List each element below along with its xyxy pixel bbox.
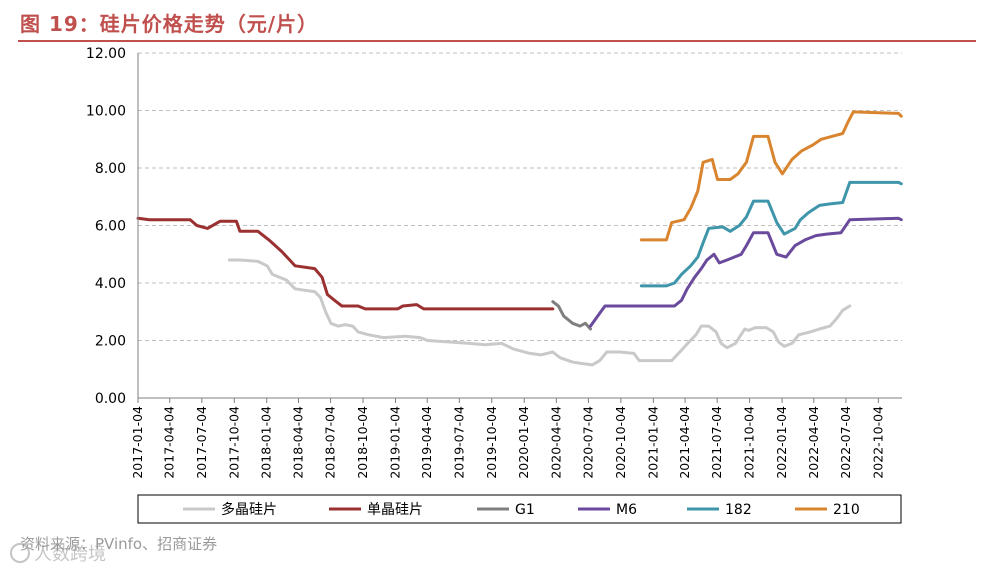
x-tick-label: 2020-04-04	[548, 406, 563, 479]
series-line-M6	[589, 216, 903, 328]
series-lines	[136, 110, 903, 367]
x-tick-label: 2018-04-04	[290, 406, 305, 479]
y-tick-label: 0.00	[95, 391, 126, 407]
legend-label: 多晶硅片	[221, 501, 277, 518]
source-note: 资料来源：PVinfo、招商证券	[20, 535, 218, 553]
x-tick-label: 2022-10-04	[870, 406, 885, 479]
legend-label: M6	[616, 502, 637, 518]
legend-box	[137, 494, 902, 524]
series-line-多晶硅片	[227, 258, 852, 367]
series-line-G1	[551, 300, 592, 331]
y-tick-label: 8.00	[95, 161, 126, 177]
x-tick-label: 2017-10-04	[226, 406, 241, 479]
title-divider	[18, 40, 976, 42]
y-axis-tick-labels: 0.00 2.00 4.00 6.00 8.00 10.00 12.00	[86, 46, 126, 407]
y-tick-label: 4.00	[95, 276, 126, 292]
x-tick-label: 2017-07-04	[194, 406, 209, 479]
y-tick-label: 10.00	[86, 104, 126, 120]
x-tick-label: 2020-07-04	[580, 406, 595, 479]
chat-bubble-icon	[10, 543, 30, 563]
series-line-单晶硅片	[136, 216, 555, 311]
x-tick-label: 2018-01-04	[259, 406, 274, 479]
x-tick-label: 2020-01-04	[516, 406, 531, 479]
watermark-text: 人数跨境	[34, 544, 106, 565]
x-tick-label: 2017-04-04	[162, 406, 177, 479]
legend-label: G1	[515, 502, 535, 518]
y-tick-label: 2.00	[95, 334, 126, 350]
axes	[137, 53, 902, 403]
legend-label: 182	[725, 502, 752, 518]
y-tick-label: 12.00	[86, 46, 126, 62]
x-tick-label: 2018-10-04	[355, 406, 370, 479]
x-tick-label: 2019-10-04	[484, 406, 499, 479]
x-tick-label: 2022-07-04	[838, 406, 853, 479]
legend-label: 单晶硅片	[367, 502, 423, 518]
series-line-182	[639, 180, 903, 288]
x-tick-label: 2020-10-04	[613, 406, 628, 479]
x-tick-label: 2022-04-04	[806, 406, 821, 479]
x-tick-label: 2021-10-04	[742, 406, 757, 479]
x-tick-label: 2019-01-04	[387, 406, 402, 479]
x-tick-label: 2019-07-04	[451, 406, 466, 479]
grid-lines	[138, 52, 902, 341]
page-title: 图 19：硅片价格走势（元/片）	[20, 12, 319, 36]
series-line-210	[639, 110, 903, 242]
x-tick-label: 2019-04-04	[419, 406, 434, 479]
x-tick-label: 2021-01-04	[645, 406, 660, 479]
x-axis-tick-labels: 2017-01-04 2017-04-04 2017-07-04 2017-10-04…	[130, 406, 885, 479]
x-tick-label: 2021-07-04	[709, 406, 724, 479]
x-tick-label: 2017-01-04	[130, 406, 145, 479]
x-tick-label: 2018-07-04	[323, 406, 338, 479]
legend-label: 210	[833, 502, 860, 518]
legend: 多晶硅片 单晶硅片 G1 M6 182 210	[137, 494, 902, 524]
x-tick-label: 2022-01-04	[774, 406, 789, 479]
x-tick-label: 2021-04-04	[677, 406, 692, 479]
watermark: 人数跨境	[10, 540, 106, 566]
y-tick-label: 6.00	[95, 219, 126, 235]
